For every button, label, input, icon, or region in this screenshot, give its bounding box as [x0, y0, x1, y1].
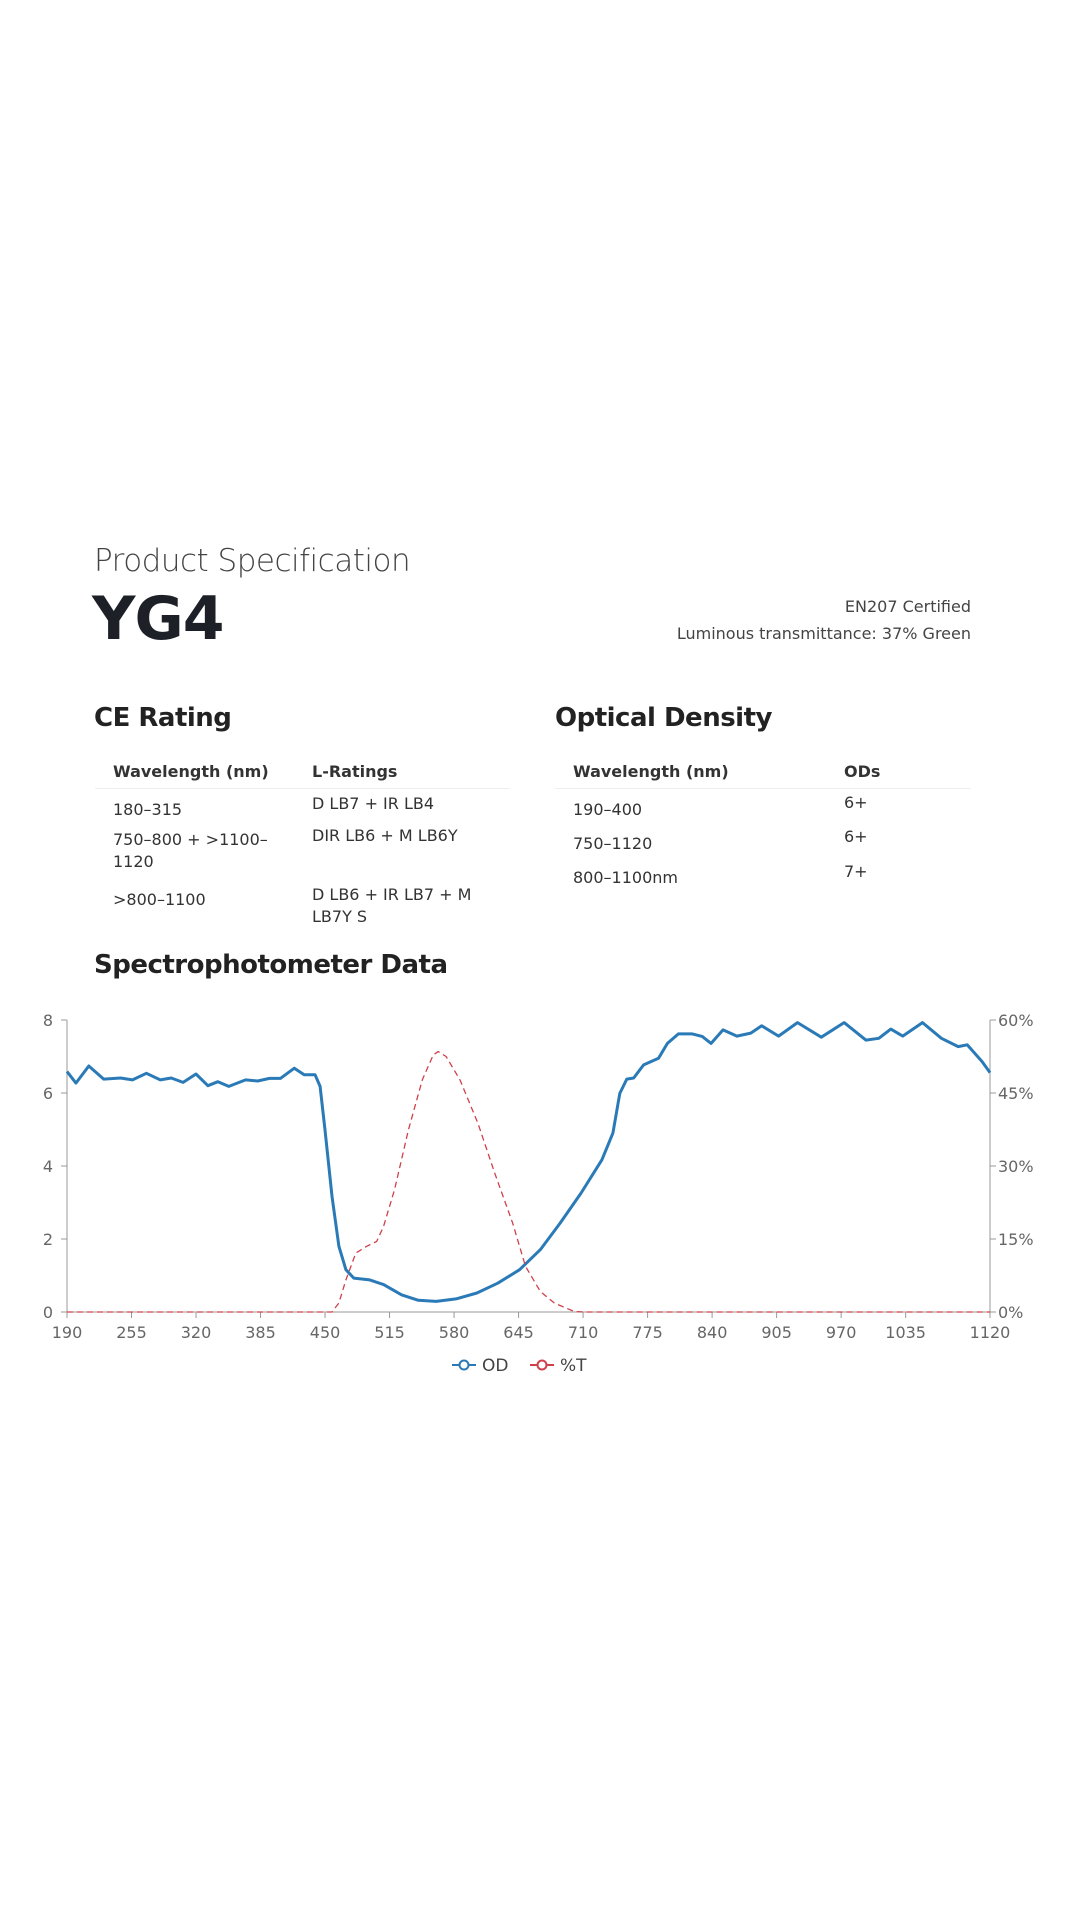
y2-tick-label: 0% [998, 1303, 1023, 1322]
x-tick-label: 385 [245, 1323, 276, 1342]
table-cell: 180–315 [113, 800, 183, 819]
table-cell: D LB6 + IR LB7 + M LB7Y S [312, 885, 472, 926]
table-cell: >800–1100 [113, 890, 206, 909]
y2-tick-label: 15% [998, 1230, 1034, 1249]
page-subtitle: Product Specification [94, 543, 411, 579]
x-tick-label: 515 [374, 1323, 405, 1342]
x-tick-label: 840 [697, 1323, 728, 1342]
series-line-transmittance [67, 1050, 990, 1313]
table-cell: 6+ [844, 793, 868, 812]
table-cell: 750–1120 [573, 834, 653, 853]
table-divider [555, 788, 971, 789]
table-cell: 7+ [844, 862, 868, 881]
legend-label: %T [560, 1356, 587, 1376]
optical-density-heading: Optical Density [555, 703, 772, 733]
y2-tick-label: 45% [998, 1084, 1034, 1103]
product-title: YG4 [92, 584, 224, 654]
x-tick-label: 580 [439, 1323, 470, 1342]
legend-label: OD [482, 1356, 508, 1376]
column-header: L-Ratings [312, 762, 398, 781]
legend-marker-icon [458, 1359, 470, 1371]
table-cell: DIR LB6 + M LB6Y [312, 826, 458, 845]
x-tick-label: 190 [52, 1323, 83, 1342]
x-tick-label: 775 [632, 1323, 663, 1342]
y-tick-label: 4 [43, 1157, 53, 1176]
y-tick-label: 0 [43, 1303, 53, 1322]
x-tick-label: 1120 [970, 1323, 1011, 1342]
table-cell: 750–800 + >1100–1120 [113, 830, 268, 871]
legend-marker-icon [536, 1359, 548, 1371]
x-tick-label: 450 [310, 1323, 341, 1342]
y-tick-label: 8 [43, 1011, 53, 1030]
table-cell: 190–400 [573, 800, 643, 819]
y-tick-label: 6 [43, 1084, 53, 1103]
column-header: Wavelength (nm) [573, 762, 729, 781]
x-tick-label: 905 [761, 1323, 792, 1342]
y2-tick-label: 30% [998, 1157, 1034, 1176]
column-header: ODs [844, 762, 881, 781]
transmittance-text: Luminous transmittance: 37% Green [676, 624, 971, 643]
spectrophotometer-chart: 0 2 4 6 8 0% 15% 30% 45% 60% 190 255 320 385 450 515 580… [43, 1011, 1034, 1376]
y2-tick-label: 60% [998, 1011, 1034, 1030]
y-tick-label: 2 [43, 1230, 53, 1249]
column-header: Wavelength (nm) [113, 762, 269, 781]
certification-text: EN207 Certified [844, 597, 971, 616]
x-tick-label: 320 [181, 1323, 212, 1342]
x-tick-label: 1035 [885, 1323, 926, 1342]
ce-rating-heading: CE Rating [94, 703, 232, 733]
spectro-heading: Spectrophotometer Data [94, 950, 448, 980]
table-cell: 6+ [844, 827, 868, 846]
series-line-od [65, 1021, 992, 1303]
table-cell: D LB7 + IR LB4 [312, 794, 435, 813]
x-tick-label: 255 [116, 1323, 147, 1342]
x-tick-label: 645 [503, 1323, 534, 1342]
table-cell: 800–1100nm [573, 868, 678, 887]
table-divider [95, 788, 510, 789]
x-tick-label: 710 [568, 1323, 599, 1342]
x-tick-label: 970 [826, 1323, 857, 1342]
